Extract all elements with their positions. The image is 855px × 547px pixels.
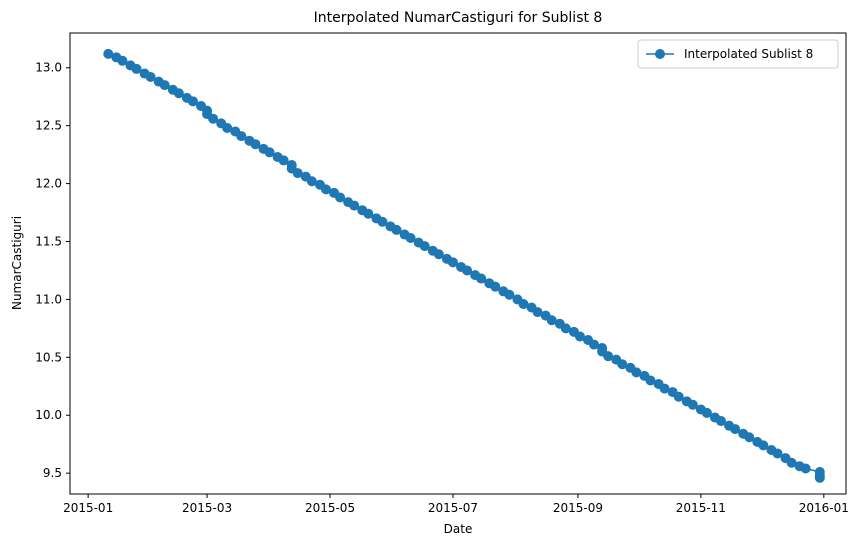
x-tick-label: 2016-01 <box>799 501 849 515</box>
data-point <box>208 113 219 124</box>
legend-marker-swatch <box>655 49 665 59</box>
y-tick-label: 10.5 <box>35 350 62 364</box>
x-tick-label: 2015-07 <box>428 501 478 515</box>
x-tick-label: 2015-03 <box>182 501 232 515</box>
chart-title: Interpolated NumarCastiguri for Sublist … <box>314 10 603 26</box>
data-point <box>250 139 261 150</box>
series-layer <box>103 48 825 483</box>
data-point <box>786 457 797 468</box>
data-point <box>462 265 473 276</box>
data-point <box>730 424 741 435</box>
data-point <box>117 55 128 66</box>
data-point <box>476 273 487 284</box>
data-point <box>617 359 628 370</box>
data-point <box>772 448 783 459</box>
data-point <box>504 289 515 300</box>
data-point <box>433 249 444 260</box>
data-point <box>546 315 557 326</box>
y-tick-label: 13.0 <box>35 61 62 75</box>
data-point <box>758 440 769 451</box>
data-point <box>292 168 303 179</box>
data-point <box>306 176 317 187</box>
y-tick-label: 12.5 <box>35 119 62 133</box>
data-point <box>377 216 388 227</box>
data-point <box>103 48 114 59</box>
x-tick-label: 2015-05 <box>305 501 355 515</box>
y-tick-label: 11.5 <box>35 234 62 248</box>
x-axis-label: Date <box>444 522 473 536</box>
x-axis: 2015-01 2015-03 2015-05 2015-07 2015-09 2015-… <box>63 494 849 515</box>
x-tick-label: 2015-09 <box>553 501 603 515</box>
y-tick-label: 12.0 <box>35 177 62 191</box>
data-point <box>603 351 614 362</box>
data-point <box>800 463 811 474</box>
data-point <box>716 416 727 427</box>
data-point <box>659 383 670 394</box>
data-point <box>159 80 170 91</box>
legend: Interpolated Sublist 8 <box>637 39 839 69</box>
data-point <box>145 72 156 83</box>
x-tick-label: 2015-11 <box>676 501 726 515</box>
legend-label: Interpolated Sublist 8 <box>684 47 813 61</box>
data-point <box>631 367 642 378</box>
y-axis-label: NumarCastiguri <box>10 216 24 310</box>
data-point <box>589 339 600 350</box>
legend-box <box>637 39 839 69</box>
data-point <box>405 233 416 244</box>
data-point <box>574 331 585 342</box>
data-point <box>278 155 289 166</box>
data-point <box>391 224 402 235</box>
data-point <box>532 307 543 318</box>
data-point <box>701 407 712 418</box>
data-point <box>349 200 360 211</box>
data-point <box>187 96 198 107</box>
data-point <box>673 391 684 402</box>
data-point <box>222 122 233 133</box>
data-point <box>687 399 698 410</box>
plot-frame <box>69 32 847 495</box>
data-point <box>645 375 656 386</box>
y-axis: 9.5 10.0 10.5 11.0 11.5 12.0 12.5 13.0 <box>35 61 70 480</box>
data-point <box>518 299 529 310</box>
data-point <box>131 63 142 74</box>
data-point <box>236 131 247 142</box>
data-point <box>447 257 458 268</box>
data-point <box>744 432 755 443</box>
data-point <box>363 208 374 219</box>
y-tick-label: 11.0 <box>35 292 62 306</box>
y-tick-label: 9.5 <box>43 466 62 480</box>
data-point <box>814 472 825 483</box>
data-point <box>173 88 184 99</box>
data-point <box>490 281 501 292</box>
data-point <box>320 184 331 195</box>
data-point <box>560 323 571 334</box>
x-tick-label: 2015-01 <box>63 501 113 515</box>
y-tick-label: 10.0 <box>35 408 62 422</box>
data-point <box>335 192 346 203</box>
data-point <box>419 241 430 252</box>
plot-area <box>69 32 847 495</box>
data-point <box>264 147 275 158</box>
